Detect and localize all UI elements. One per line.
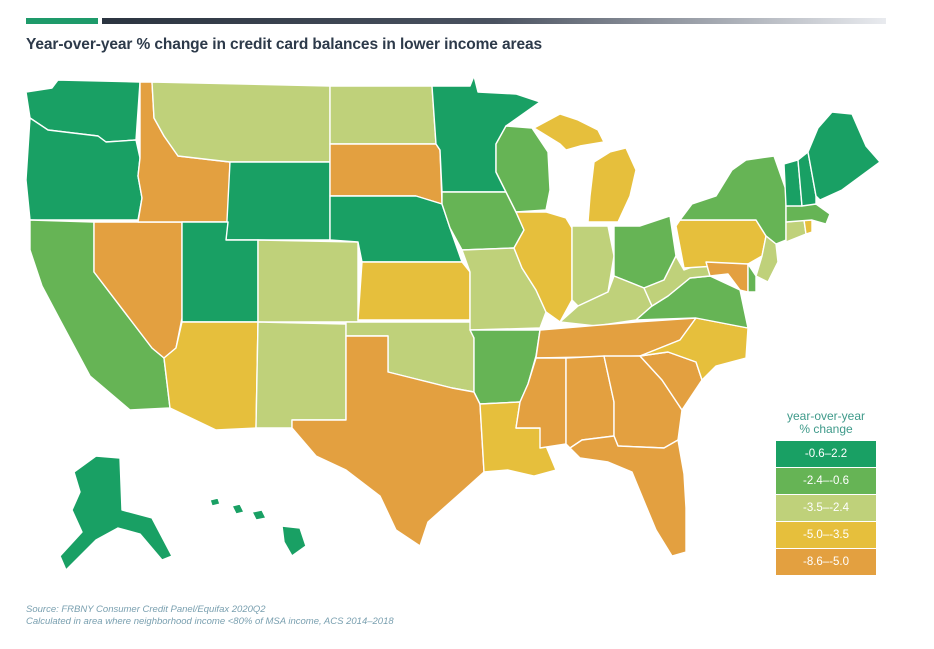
legend-item-3: -3.5–-2.4 [776,495,876,521]
state-WI[interactable] [495,125,551,213]
legend-item-4: -5.0–-3.5 [776,522,876,548]
map-legend: year-over-year % change -0.6–2.2 -2.4–-0… [776,410,876,576]
state-IL[interactable] [513,211,573,323]
state-CO[interactable] [257,239,359,323]
state-NJ[interactable] [755,235,779,283]
state-SD[interactable] [329,143,443,205]
state-ME[interactable] [807,111,881,201]
state-RI[interactable] [803,219,813,235]
state-DE[interactable] [747,263,757,293]
legend-title-line1: year-over-year [786,409,866,423]
state-WY[interactable] [225,161,331,241]
state-PA[interactable] [675,219,767,269]
legend-item-5: -8.6–-5.0 [776,549,876,575]
source-line-2: Calculated in area where neighborhood in… [26,616,394,627]
source-line-1: Source: FRBNY Consumer Credit Panel/Equi… [26,604,266,615]
source-note: Source: FRBNY Consumer Credit Panel/Equi… [26,604,394,628]
state-HI[interactable] [209,497,307,557]
state-CT[interactable] [785,219,807,243]
state-ND[interactable] [329,85,437,145]
header-accent-gradient [102,18,886,24]
state-FL[interactable] [569,435,687,557]
state-MA[interactable] [785,203,831,225]
state-TX[interactable] [291,335,485,547]
legend-item-2: -2.4–-0.6 [776,468,876,494]
state-KS[interactable] [357,261,471,321]
chart-title: Year-over-year % change in credit card b… [26,36,543,53]
state-NH[interactable] [797,151,817,207]
state-AK[interactable] [59,455,173,571]
header-accent-bar [26,18,886,24]
state-AZ[interactable] [163,321,259,431]
state-NM[interactable] [255,321,347,429]
legend-item-1: -0.6–2.2 [776,441,876,467]
state-MT[interactable] [151,81,331,163]
legend-title-line2: % change [799,422,853,436]
header-accent-green [26,18,98,24]
legend-title: year-over-year % change [776,410,876,436]
state-MI[interactable] [533,113,637,223]
